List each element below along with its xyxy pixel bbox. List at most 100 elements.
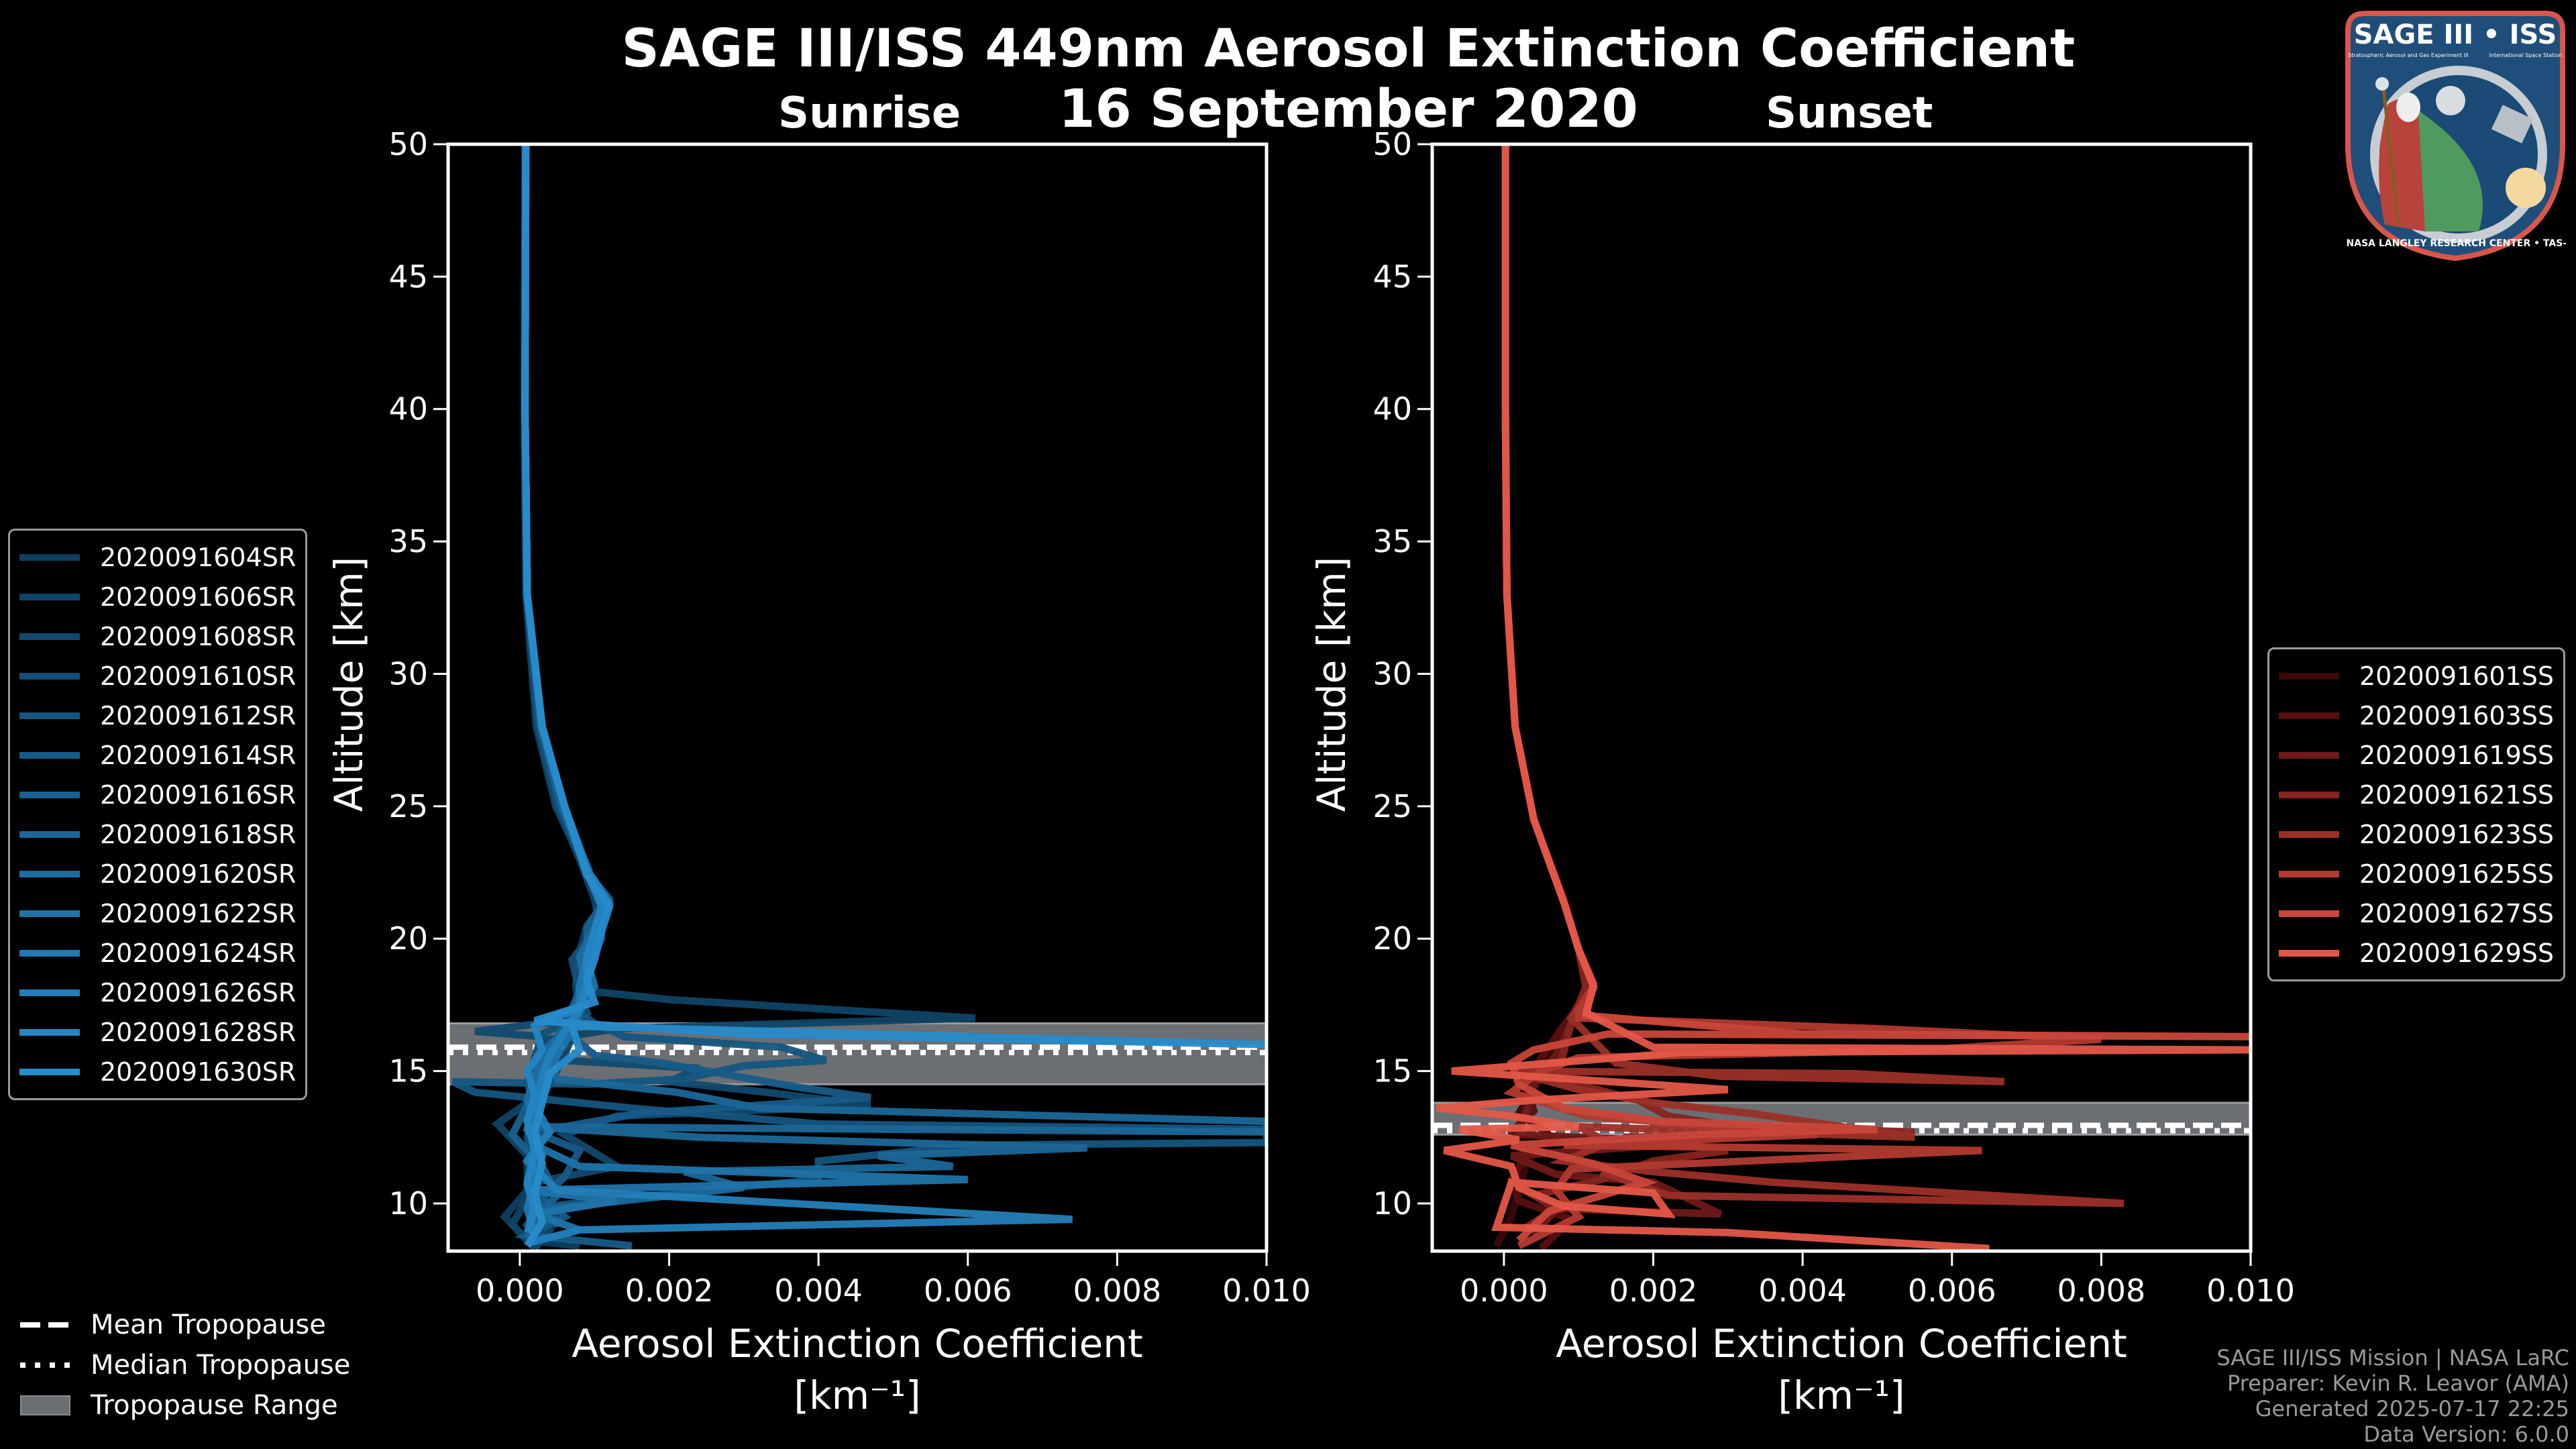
y-tick-label: 40 <box>388 391 428 427</box>
legend-swatch <box>2279 791 2339 798</box>
legend-label: 2020091610SR <box>100 661 297 691</box>
sunset-panel: 0.000 0.002 0.004 0.006 0.008 0.010 10 15 20 25 30… <box>1309 126 2295 1418</box>
legend-item: 2020091614SR <box>19 735 296 775</box>
plot-frame <box>1430 142 2253 1253</box>
legend-label: 2020091614SR <box>100 740 297 770</box>
y-tick-label: 40 <box>1373 391 1412 427</box>
legend-item: 2020091629SS <box>2279 933 2554 973</box>
legend-item: 2020091610SR <box>19 656 296 696</box>
x-axis-units: [km⁻¹] <box>1778 1373 1904 1418</box>
x-tick-label: 0.002 <box>625 1273 714 1309</box>
series-group <box>1436 144 2251 1251</box>
legend-item: 2020091626SR <box>19 973 296 1012</box>
legend-item: 2020091606SR <box>19 577 296 616</box>
x-tick-label: 0.006 <box>1908 1273 1996 1309</box>
legend-item: 2020091618SR <box>19 814 296 854</box>
y-tick-label: 30 <box>1373 655 1412 692</box>
logo-subtitle-left: Stratospheric Aerosol and Gas Experiment… <box>2348 52 2468 58</box>
y-tick-label: 10 <box>1373 1185 1412 1222</box>
series-group <box>451 144 1267 1251</box>
figure-title: SAGE III/ISS 449nm Aerosol Extinction Co… <box>621 19 2076 79</box>
legend-label: 2020091606SR <box>100 582 297 612</box>
legend-item: 2020091603SS <box>2279 696 2554 735</box>
legend-swatch <box>19 989 80 996</box>
sage-iss-mission-patch-logo: SAGE III • ISS Stratospheric Aerosol and… <box>2345 11 2566 262</box>
legend-swatch <box>19 830 80 838</box>
y-tick-label: 15 <box>1373 1053 1412 1089</box>
legend-swatch <box>19 712 80 719</box>
legend-label: 2020091619SS <box>2359 740 2555 770</box>
credits-block: SAGE III/ISS Mission | NASA LaRC Prepare… <box>2216 1345 2569 1447</box>
legend-item: 2020091612SR <box>19 696 296 735</box>
legend-swatch <box>19 949 80 957</box>
logo-title: SAGE III • ISS <box>2354 19 2557 50</box>
x-tick-label: 0.004 <box>774 1273 863 1309</box>
sunrise-panel: 0.000 0.002 0.004 0.006 0.008 0.010 10 15 20 25 30… <box>326 126 1311 1418</box>
legend-label: 2020091603SS <box>2359 700 2555 731</box>
legend-label: 2020091623SS <box>2359 819 2555 849</box>
legend-label: 2020091616SR <box>100 780 297 810</box>
y-tick-label: 45 <box>1373 258 1412 294</box>
legend-mean-tropopause: Mean Tropopause <box>20 1305 350 1345</box>
legend-label: 2020091612SR <box>100 700 297 731</box>
y-tick-label: 35 <box>388 523 428 559</box>
legend-swatch <box>2279 870 2339 877</box>
legend-label: 2020091625SS <box>2359 859 2555 889</box>
y-tick-label: 50 <box>1373 126 1412 162</box>
legend-swatch <box>2279 672 2339 680</box>
figure-date: 16 September 2020 <box>1059 79 1638 140</box>
y-axis-label: Altitude [km] <box>326 557 372 812</box>
legend-swatch <box>2279 751 2339 759</box>
legend-label: 2020091630SR <box>100 1057 297 1087</box>
legend-item: 2020091623SS <box>2279 814 2554 854</box>
legend-label: 2020091608SR <box>100 621 297 651</box>
sunrise-panel-title: Sunrise <box>778 89 961 138</box>
legend-label: 2020091626SR <box>100 977 297 1008</box>
x-tick-label: 0.004 <box>1758 1273 1847 1309</box>
y-tick-label: 15 <box>388 1053 428 1089</box>
legend-median-tropopause: Median Tropopause <box>20 1345 350 1385</box>
credits-preparer: Preparer: Kevin R. Leavor (AMA) <box>2226 1371 2569 1396</box>
legend-swatch <box>19 1028 80 1036</box>
sunset-panel-title: Sunset <box>1766 89 1933 138</box>
x-tick-label: 0.006 <box>924 1273 1012 1309</box>
median-tropopause-label: Median Tropopause <box>91 1350 351 1381</box>
logo-subtitle-right: International Space Station <box>2489 52 2563 58</box>
legend-item: 2020091616SR <box>19 775 296 814</box>
legend-label: 2020091624SR <box>100 938 297 968</box>
legend-label: 2020091627SS <box>2359 898 2555 928</box>
legend-tropopause-range: Tropopause Range <box>20 1385 350 1426</box>
legend-swatch <box>19 593 80 600</box>
credits-data-version: Data Version: 6.0.0 <box>2363 1421 2569 1447</box>
legend-label: 2020091622SR <box>100 898 297 928</box>
y-tick-label: 20 <box>388 920 428 957</box>
legend-swatch <box>19 791 80 798</box>
mean-tropopause-label: Mean Tropopause <box>91 1309 326 1340</box>
y-tick-label: 25 <box>388 788 428 824</box>
legend-label: 2020091629SS <box>2359 938 2555 968</box>
legend-swatch <box>19 1068 80 1075</box>
x-tick-label: 0.002 <box>1609 1273 1698 1309</box>
y-tick-label: 20 <box>1373 920 1412 957</box>
legend-item: 2020091627SS <box>2279 894 2554 933</box>
legend-item: 2020091622SR <box>19 894 296 933</box>
x-axis-label: Aerosol Extinction Coefficient <box>1556 1321 2127 1366</box>
x-tick-label: 0.000 <box>1460 1273 1548 1309</box>
legend-item: 2020091608SR <box>19 616 296 656</box>
y-tick-label: 30 <box>388 655 428 692</box>
y-tick-label: 25 <box>1373 788 1412 824</box>
legend-swatch <box>2279 949 2339 957</box>
plot-frame <box>446 142 1269 1253</box>
credits-generated: Generated 2025-07-17 22:25 <box>2255 1396 2569 1421</box>
legend-swatch <box>2279 910 2339 917</box>
legend-swatch <box>19 553 80 561</box>
series-line-2020091630SR <box>521 144 1267 1248</box>
legend-swatch <box>19 751 80 759</box>
sunrise-legend: 2020091604SR 2020091606SR 2020091608SR 2020… <box>8 529 308 1100</box>
y-tick-label: 50 <box>388 126 428 162</box>
legend-item: 2020091619SS <box>2279 735 2554 775</box>
legend-swatch <box>19 910 80 917</box>
dotted-line-swatch <box>20 1355 70 1375</box>
credits-mission: SAGE III/ISS Mission | NASA LaRC <box>2216 1345 2569 1371</box>
